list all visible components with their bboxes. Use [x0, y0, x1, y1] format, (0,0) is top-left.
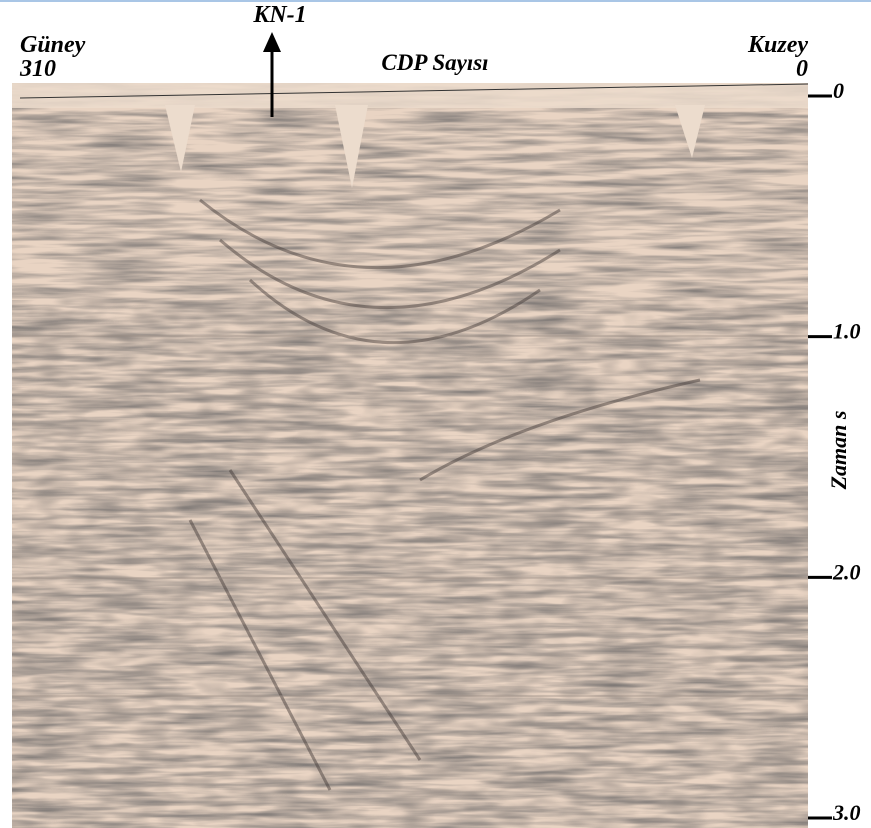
right-direction: Kuzey: [747, 32, 808, 58]
tick-label: 1.0: [833, 319, 861, 344]
tick-label: 0: [833, 78, 844, 103]
left-direction: Güney: [20, 32, 86, 58]
right-cdp: 0: [796, 56, 808, 82]
well-label: KN-1: [252, 2, 306, 28]
page: {"well": "KN-1", "left": {"direction": "…: [0, 0, 871, 828]
time-axis: Zaman s 0 1.0 2.0 3.0: [808, 78, 861, 825]
tick-label: 3.0: [832, 800, 861, 825]
left-cdp: 310: [19, 56, 56, 82]
tick-label: 2.0: [832, 559, 861, 584]
well-arrow-head: [263, 32, 281, 52]
time-axis-label: Zaman s: [826, 411, 851, 491]
seismic-section: [12, 83, 808, 828]
center-label: CDP Sayısı: [381, 50, 488, 75]
deep-texture: [12, 300, 808, 828]
seismic-figure: KN-1 Güney 310 CDP Sayısı Kuzey 0 Zaman …: [0, 0, 871, 828]
top-mute: [12, 83, 808, 108]
